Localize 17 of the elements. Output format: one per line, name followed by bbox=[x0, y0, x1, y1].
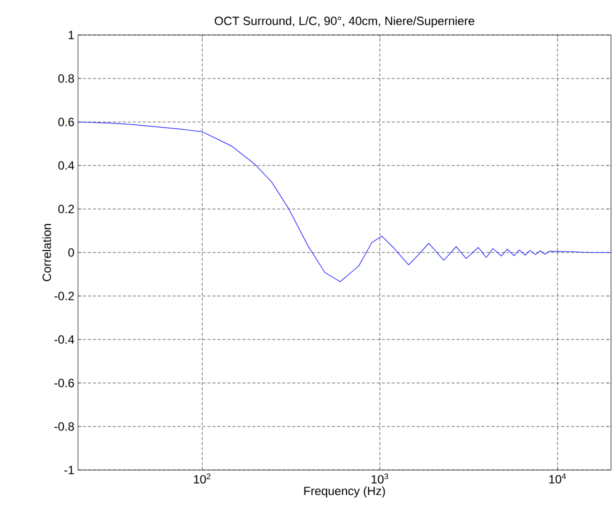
y-tick-label: -0.8 bbox=[54, 422, 74, 431]
x-axis-title: Frequency (Hz) bbox=[304, 486, 385, 498]
y-tick-label: 1 bbox=[68, 30, 74, 40]
y-tick-label: -0.2 bbox=[54, 292, 74, 300]
x-tick-label: 10$^{4}$ bbox=[549, 474, 566, 484]
y-axis-title: Correlation bbox=[42, 224, 52, 282]
x-tick-label: 10$^{3}$ bbox=[372, 474, 388, 484]
y-tick-label: -1 bbox=[64, 466, 74, 474]
x-tick-label: 10$^{2}$ bbox=[194, 474, 210, 484]
y-tick-label: -0.6 bbox=[54, 378, 74, 388]
y-tick-label: 0.4 bbox=[58, 161, 74, 170]
y-tick-label: 0 bbox=[68, 248, 74, 257]
y-tick-label: 0.6 bbox=[58, 118, 74, 126]
chart-title: OCT Surround, L/C, 90°, 40cm, Niere/Superniere bbox=[214, 16, 474, 28]
y-tick-label: -0.4 bbox=[54, 335, 74, 344]
y-tick-label: 0.2 bbox=[58, 204, 74, 214]
y-tick-label: 0.8 bbox=[58, 74, 74, 83]
